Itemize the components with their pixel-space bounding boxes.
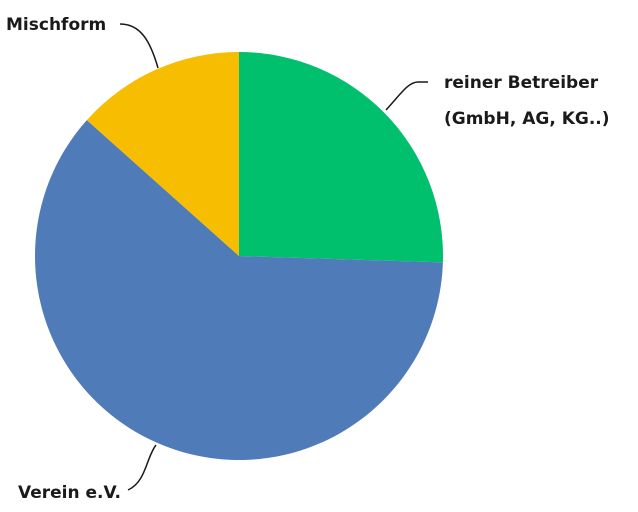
- pie-slice-verein-e-v: [35, 120, 443, 460]
- label-reiner-betreiber-line1: reiner Betreiber: [444, 73, 599, 93]
- pie-slices: [35, 51, 444, 460]
- label-reiner-betreiber-line2: (GmbH, AG, KG..): [444, 109, 610, 129]
- label-reiner-betreiber: reiner Betreiber: [444, 73, 599, 93]
- label-mischform-line1: Mischform: [6, 15, 106, 35]
- label-mischform: Mischform: [6, 15, 106, 35]
- leader-lines: [119, 23, 428, 491]
- label-verein: Verein e.V.: [18, 483, 121, 503]
- leader-line-verein: [127, 444, 157, 491]
- leader-line-mischform: [119, 23, 159, 69]
- pie-slice-mischform: [86, 52, 239, 256]
- leader-line-reiner-betreiber: [385, 81, 428, 111]
- label-reiner-betreiber-2: (GmbH, AG, KG..): [444, 109, 610, 129]
- slice-labels: reiner Betreiber (GmbH, AG, KG..) Verein…: [6, 15, 610, 503]
- pie-slice-reiner-betreiber: [239, 51, 444, 263]
- label-verein-line1: Verein e.V.: [18, 483, 121, 503]
